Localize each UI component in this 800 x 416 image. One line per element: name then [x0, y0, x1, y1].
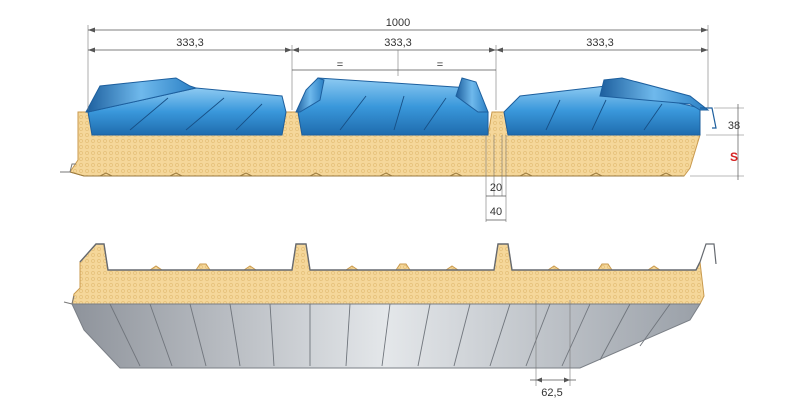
dimension-thickness-symbol: S [730, 150, 738, 164]
top-panel-grooves [129, 95, 663, 131]
bottom-panel-top-sheet [79, 243, 701, 271]
dimension-liner-pitch: 62,5 [541, 387, 562, 399]
bottom-panel-liner-flutes [109, 303, 671, 367]
equal-mark-left: = [337, 59, 343, 71]
dimension-rib-spacing-2: 333,3 [384, 37, 412, 49]
top-panel-rib-3 [455, 77, 489, 113]
bottom-panel-edge-lip [699, 243, 717, 265]
top-panel-rib-2 [295, 77, 325, 113]
top-panel [60, 77, 717, 177]
bottom-panel-joint-tongue [63, 295, 75, 305]
dimension-rib-spacing-1: 333,3 [176, 37, 204, 49]
dimension-rib-base-width: 40 [490, 206, 502, 218]
top-panel-joint-tongue [60, 163, 76, 173]
top-panel-rib-4 [599, 77, 710, 111]
dimension-rib-top-width: 20 [490, 182, 502, 194]
top-panel-rib-1 [85, 77, 198, 113]
dimension-lines [87, 25, 744, 386]
bottom-panel-foam-core [71, 243, 705, 305]
top-panel-edge-lip [700, 107, 717, 129]
dimension-rib-spacing-3: 333,3 [586, 37, 614, 49]
dimension-rib-height: 38 [728, 120, 740, 132]
top-panel-liner-edge [69, 171, 684, 177]
dimension-total-width: 1000 [386, 17, 410, 29]
equal-mark-right: = [437, 59, 443, 71]
bottom-panel [63, 243, 717, 369]
